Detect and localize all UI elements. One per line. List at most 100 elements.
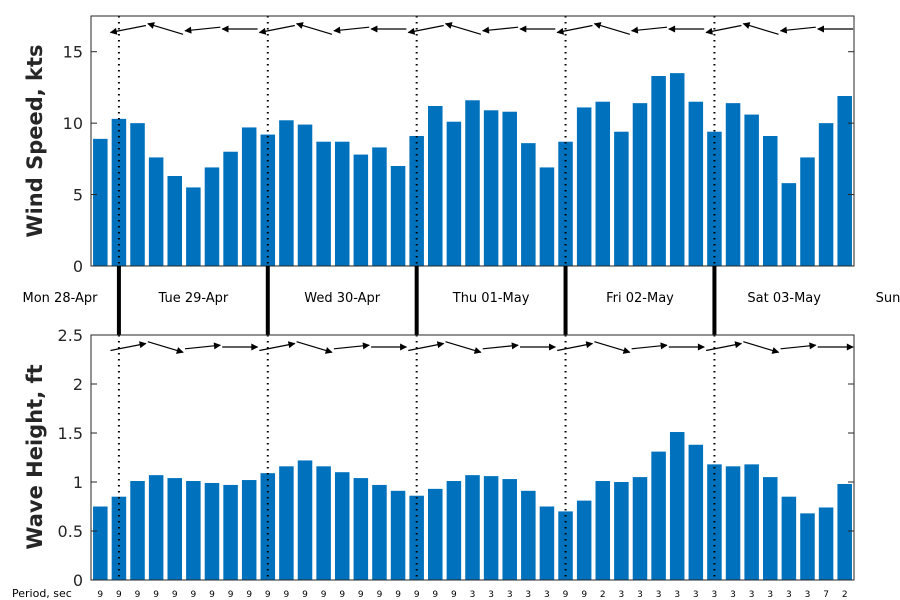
period-value: 3	[730, 590, 736, 600]
day-label: Mon 28-Apr	[23, 291, 99, 306]
wind-bar	[651, 76, 666, 266]
wind-direction-arrow	[556, 24, 593, 35]
period-value: 9	[395, 590, 401, 600]
period-value: 3	[674, 590, 680, 600]
period-value: 3	[786, 590, 792, 600]
day-label: Fri 02-May	[606, 291, 674, 306]
wave-bar	[353, 478, 369, 580]
period-label: Period, sec	[12, 587, 72, 600]
period-value: 9	[302, 590, 308, 600]
wave-y-tick-label: 0	[73, 571, 83, 590]
wind-bar	[669, 73, 685, 266]
wind-bar	[837, 96, 852, 266]
wave-y-axis-label: Wave Height, ft	[23, 364, 47, 549]
wind-direction-arrow	[742, 22, 779, 35]
wave-height-bars	[93, 432, 852, 580]
wind-plot-frame	[90, 15, 855, 267]
wind-bar	[260, 134, 276, 266]
wave-y-tick-label: 2.5	[58, 326, 83, 345]
wind-bar	[818, 123, 834, 266]
wind-bar	[576, 107, 592, 267]
wind-direction-arrow	[444, 22, 482, 35]
wave-bar	[763, 477, 778, 580]
wave-y-ticks: 0 0.5 1 1.5 2 2.5	[58, 326, 854, 590]
wave-bar	[614, 482, 629, 580]
wind-y-axis-label: Wind Speed, kts	[23, 44, 47, 237]
period-value: 9	[172, 590, 178, 600]
wave-bar	[428, 488, 443, 580]
period-value: 9	[228, 590, 234, 600]
wave-direction-arrow	[333, 342, 370, 350]
wind-bar	[111, 118, 127, 266]
wave-direction-arrow	[259, 341, 296, 352]
wave-direction-arrow	[408, 341, 445, 352]
wind-bar	[409, 136, 424, 266]
wind-bar	[595, 101, 611, 267]
wind-bar	[521, 143, 536, 266]
wave-direction-arrow	[743, 341, 780, 354]
wind-direction-arrow	[630, 26, 668, 34]
wave-direction-arrow	[110, 341, 147, 352]
wind-direction-arrow	[779, 26, 816, 34]
period-value: 7	[823, 590, 829, 600]
wave-bar	[521, 490, 536, 580]
period-value: 9	[358, 590, 364, 600]
wave-y-tick-label: 2	[73, 375, 83, 394]
wave-direction-arrow	[482, 342, 519, 350]
period-value: 3	[712, 590, 718, 600]
wind-bar	[744, 114, 759, 266]
wind-direction-arrow	[705, 24, 742, 35]
period-value: 3	[507, 590, 513, 600]
wind-bar	[446, 121, 462, 267]
period-value: 2	[842, 590, 848, 600]
wave-direction-arrows	[110, 341, 854, 354]
wind-bar	[502, 111, 517, 267]
wave-direction-arrow	[631, 342, 668, 350]
wave-bar	[130, 481, 145, 580]
wave-direction-arrow	[780, 342, 817, 350]
wind-bar	[688, 101, 704, 267]
wind-bar	[204, 167, 220, 266]
wind-y-tick-label: 5	[73, 186, 83, 205]
wave-bar	[837, 483, 852, 580]
wind-bar	[781, 183, 797, 266]
wind-direction-arrow	[333, 26, 370, 34]
wave-bar	[781, 496, 797, 580]
wind-direction-arrows	[109, 22, 854, 35]
period-value: 9	[321, 590, 327, 600]
wave-direction-arrow	[445, 341, 482, 354]
wind-y-tick-label: 15	[63, 43, 83, 62]
wind-direction-arrow	[147, 22, 184, 35]
wind-bar	[372, 147, 387, 266]
wave-bar	[800, 513, 815, 580]
wind-bar	[428, 106, 443, 266]
wave-bar	[818, 507, 834, 580]
wave-direction-arrow	[557, 341, 594, 352]
wind-direction-arrow	[482, 26, 519, 34]
wind-bar	[130, 123, 145, 266]
wind-bar	[390, 166, 406, 266]
wave-y-tick-label: 0.5	[58, 522, 83, 541]
wind-bar	[223, 151, 238, 266]
wind-bar	[539, 167, 555, 266]
wave-bar	[744, 464, 759, 580]
period-value: 3	[470, 590, 476, 600]
wind-bar	[148, 157, 164, 266]
period-value: 9	[414, 590, 420, 600]
wind-y-tick-label: 0	[73, 257, 83, 276]
wind-direction-arrow	[184, 26, 221, 34]
wind-bar	[632, 103, 648, 266]
period-value: 9	[451, 590, 457, 600]
period-value: 9	[191, 590, 197, 600]
wave-bar	[204, 482, 220, 580]
day-label-band: Mon 28-Apr Tue 29-Apr Wed 30-Apr Thu 01-May…	[23, 266, 900, 335]
wave-bar	[167, 478, 183, 580]
period-value: 9	[135, 590, 141, 600]
period-value: 3	[656, 590, 662, 600]
period-value: 9	[246, 590, 252, 600]
wave-bar	[390, 490, 406, 580]
wind-bar	[297, 124, 313, 266]
period-value: 3	[619, 590, 625, 600]
wind-bar	[353, 154, 369, 266]
